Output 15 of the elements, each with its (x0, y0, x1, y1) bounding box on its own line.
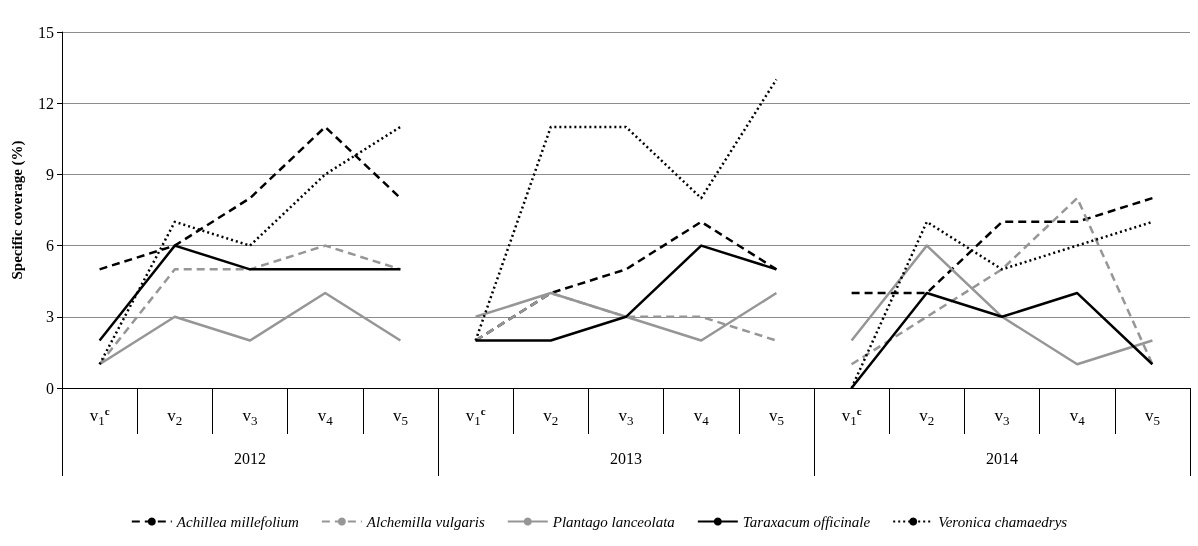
text: 2013 (610, 449, 642, 467)
legend-label: Achillea millefolium (175, 513, 300, 530)
text: 2012 (234, 449, 266, 467)
text: 2014 (986, 449, 1018, 467)
y-tick-label: 6 (46, 237, 54, 255)
y-axis-title: Specific coverage (%) (8, 140, 26, 280)
legend-label: Veronica chamaedrys (938, 513, 1068, 530)
legend-label: Taraxacum officinale (742, 513, 871, 530)
y-tick-label: 9 (46, 165, 54, 183)
y-tick-label: 12 (38, 94, 54, 112)
y-tick-label: 15 (38, 23, 54, 41)
y-tick-label: 3 (46, 308, 54, 326)
legend-label: Plantago lanceolata (551, 513, 675, 530)
legend-label: Alchemilla vulgaris (365, 513, 485, 530)
y-tick-label: 0 (46, 379, 54, 397)
